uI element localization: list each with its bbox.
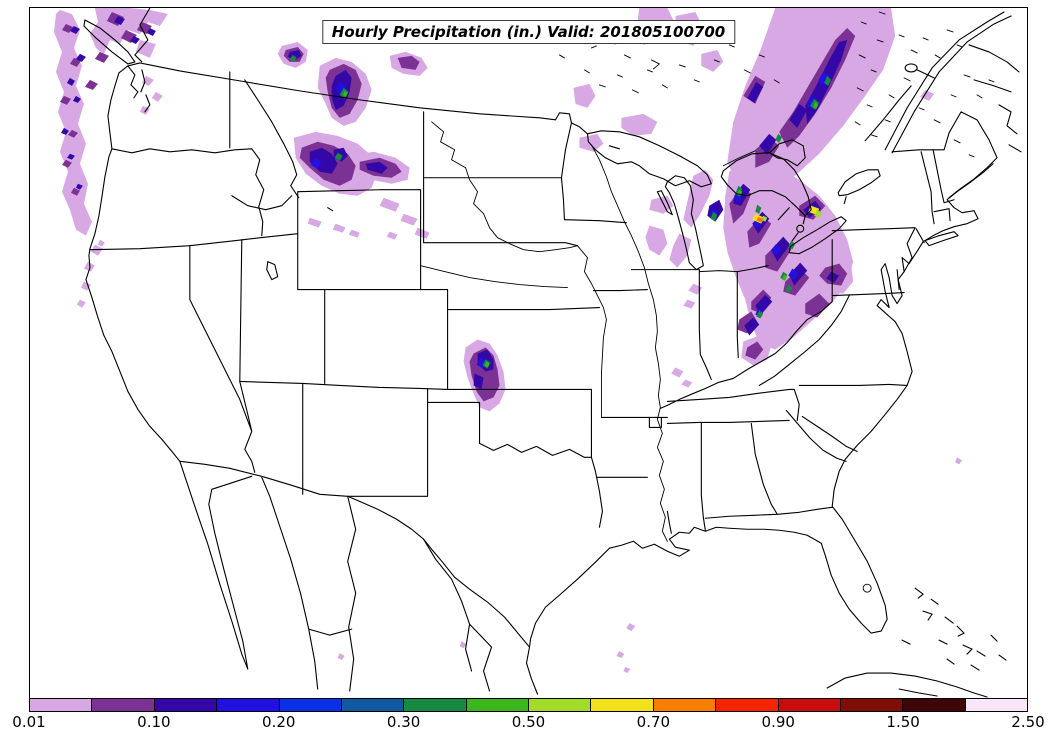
lat-border-lines: [89, 233, 592, 390]
southwest-state-lines: [189, 207, 429, 497]
map-linework: [83, 8, 1022, 698]
georgian-bay: [768, 139, 806, 167]
colorbar-segment: [153, 699, 217, 711]
pacific-coast: [85, 62, 181, 462]
vancouver-island: [83, 8, 151, 65]
puget-sound: [127, 65, 151, 113]
mississippi-river: [590, 144, 668, 542]
colorbar-segment: [590, 699, 653, 711]
colorbar-tick-label: 2.50: [1011, 713, 1045, 731]
colorbar-segment: [964, 699, 1027, 711]
saginaw-stclair: [777, 207, 806, 242]
colorbar-tick-label: 0.50: [511, 713, 546, 731]
lake-erie: [788, 216, 847, 255]
colorbar-segment: [216, 699, 279, 711]
missouri-platte-rivers: [420, 121, 607, 418]
colorbar-segment: [278, 699, 341, 711]
canada-border: [139, 62, 588, 135]
colorbar-tick-label: 1.50: [886, 713, 920, 731]
precip-layer-0.80: [756, 216, 764, 223]
colorbar-tick-label: 0.90: [761, 713, 795, 731]
bahamas-islands: [901, 587, 1007, 671]
colorbar-segment: [902, 699, 965, 711]
lake-okeechobee: [862, 583, 872, 593]
southern-plains-lines: [427, 388, 672, 534]
atlantic-gulf-coast: [528, 163, 994, 648]
colorbar: [29, 698, 1028, 712]
mexico-border: [179, 460, 531, 648]
lake-superior: [586, 130, 712, 188]
colorbar-segment: [340, 699, 404, 711]
colorbar-tick-label: 0.70: [636, 713, 671, 731]
precip-layer-0.60: [752, 205, 820, 224]
colorbar-segment: [91, 699, 154, 711]
isle-royale: [608, 145, 620, 150]
maritimes-coast: [968, 44, 1022, 153]
plains-state-lines: [420, 111, 600, 390]
southeast-state-lines: [700, 422, 833, 531]
long-island: [924, 231, 959, 247]
mexico-coast: [179, 460, 539, 695]
northwest-state-lines: [111, 71, 300, 237]
colorbar-tick-label: 0.30: [386, 713, 421, 731]
colorbar-tick-label: 0.10: [137, 713, 171, 731]
lake-michigan: [664, 175, 704, 271]
lake-st-clair: [796, 224, 805, 233]
map-svg: [53, 8, 1022, 698]
precip-layer-0.01: [53, 8, 963, 674]
colorbar-tick-label: 0.01: [12, 713, 46, 731]
midwest-state-lines: [563, 219, 769, 381]
colorbar-segment: [465, 699, 528, 711]
cuba-coast: [826, 672, 988, 698]
green-bay: [656, 190, 673, 216]
northeast-state-lines: [831, 149, 955, 297]
colorbar-segment: [528, 699, 591, 711]
colorbar-tick-label: 0.20: [262, 713, 296, 731]
colorbar-segment: [715, 699, 778, 711]
wyoming-colorado-lines: [297, 189, 422, 385]
appalachian-state-lines: [659, 239, 908, 462]
colorbar-segment: [777, 699, 840, 711]
colorbar-segment: [30, 699, 92, 711]
map-title: Hourly Precipitation (in.) Valid: 201805…: [321, 20, 736, 44]
colorbar-segment: [839, 699, 903, 711]
lake-ontario: [837, 169, 881, 205]
colorbar-labels: 0.01 0.10 0.20 0.30 0.50 0.70 0.90 1.50 2.50: [12, 713, 1044, 735]
st-lawrence-river: [864, 11, 1012, 154]
precipitation-map: Hourly Precipitation (in.) Valid: 201805…: [29, 7, 1028, 699]
colorbar-segment: [403, 699, 466, 711]
saguenay-river: [916, 69, 935, 79]
maine-borders: [891, 111, 998, 199]
colorbar-segment: [652, 699, 716, 711]
lac-st-jean: [904, 63, 918, 73]
